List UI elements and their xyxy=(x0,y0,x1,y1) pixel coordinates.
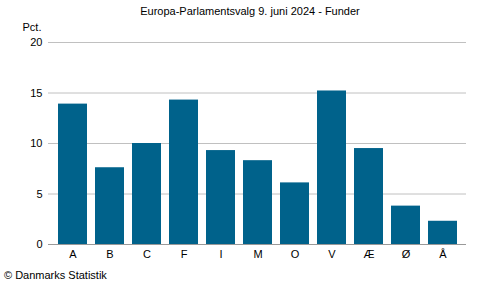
svg-text:Ø: Ø xyxy=(402,248,411,260)
svg-text:Pct.: Pct. xyxy=(23,21,42,33)
svg-text:I: I xyxy=(219,248,222,260)
svg-text:C: C xyxy=(143,248,151,260)
svg-text:0: 0 xyxy=(36,238,42,250)
svg-text:Æ: Æ xyxy=(364,248,375,260)
svg-text:V: V xyxy=(328,248,336,260)
svg-text:15: 15 xyxy=(30,87,42,99)
svg-text:10: 10 xyxy=(30,137,42,149)
svg-text:F: F xyxy=(181,248,188,260)
svg-text:5: 5 xyxy=(36,188,42,200)
svg-text:B: B xyxy=(106,248,113,260)
svg-text:O: O xyxy=(291,248,300,260)
svg-text:20: 20 xyxy=(30,36,42,48)
svg-text:M: M xyxy=(253,248,262,260)
html-text:Europa-Parlamentsvalg 9. juni: Europa-Parlamentsvalg 9. juni 2024 - Fun… xyxy=(140,5,360,17)
svg-text:Å: Å xyxy=(439,248,447,260)
svg-text:A: A xyxy=(69,248,77,260)
html-text:© Danmarks Statistik: © Danmarks Statistik xyxy=(4,269,107,281)
